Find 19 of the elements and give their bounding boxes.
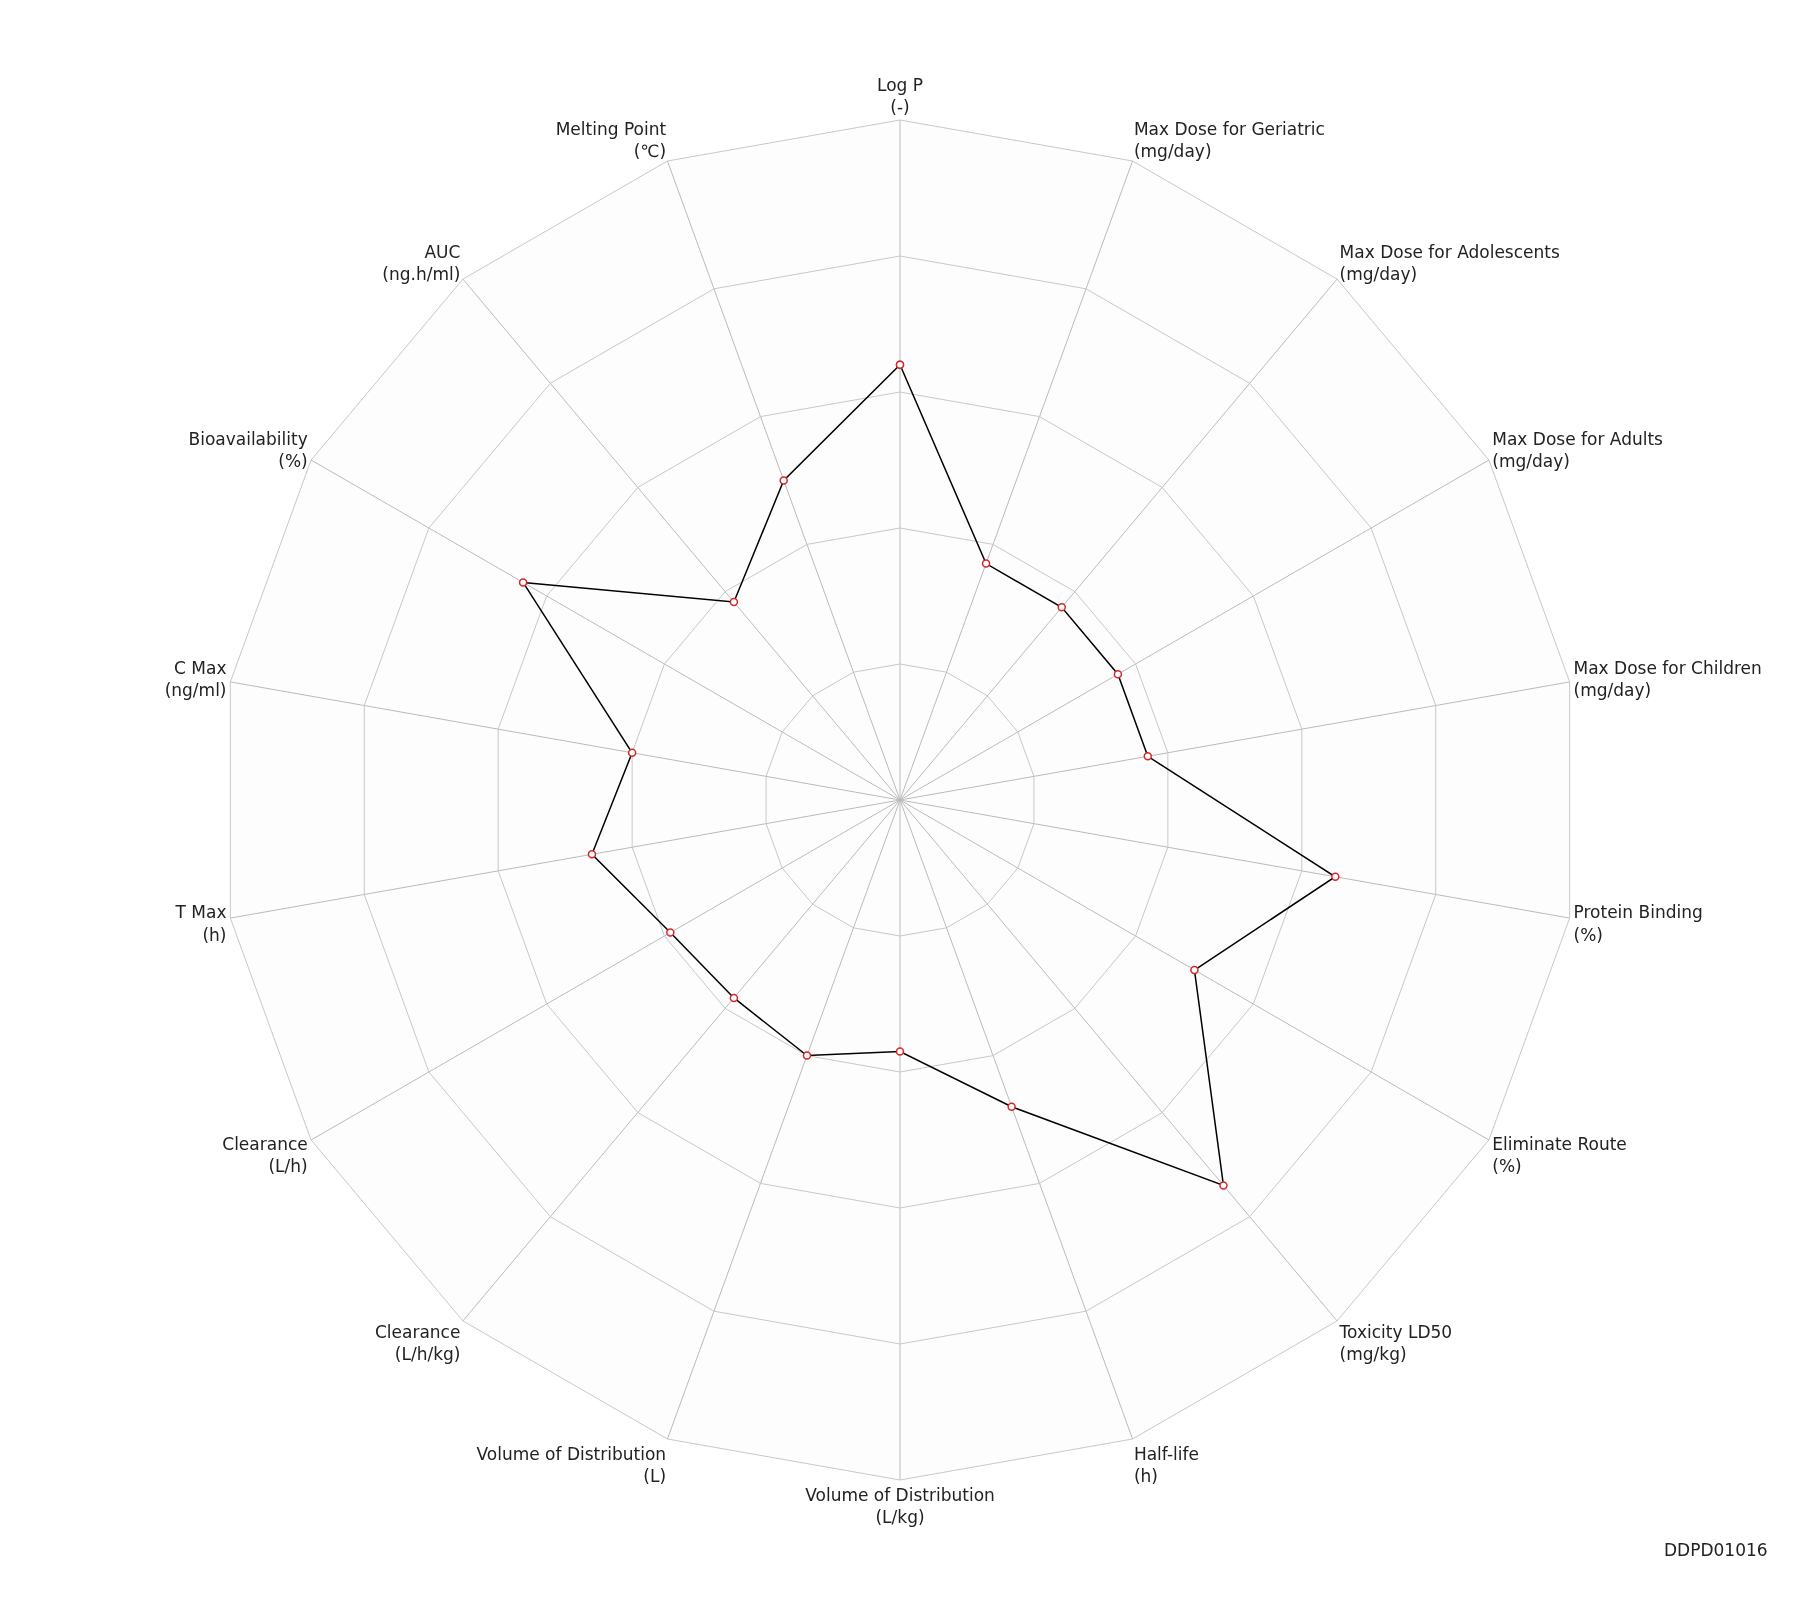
spoke-label: Volume of Distribution (L) — [476, 1444, 667, 1487]
spoke-label: Clearance (L/h/kg) — [374, 1322, 461, 1365]
spoke-label: Max Dose for Children (mg/day) — [1573, 657, 1762, 700]
spoke-label: T Max (h) — [174, 902, 227, 945]
spoke-label: Log P (-) — [876, 74, 924, 117]
spoke-label: C Max (ng/ml) — [164, 657, 227, 700]
spoke-label: Eliminate Route (%) — [1492, 1134, 1627, 1177]
spoke-label: Bioavailability (%) — [188, 428, 308, 472]
spoke-label: AUC (ng.h/ml) — [382, 241, 461, 284]
spoke-label: Toxicity LD50 (mg/kg) — [1338, 1322, 1453, 1365]
spoke-label: Max Dose for Adults (mg/day) — [1492, 428, 1664, 472]
spoke-label: Max Dose for Geriatric (mg/day) — [1133, 118, 1325, 161]
spoke-label: Clearance (L/h) — [222, 1134, 308, 1177]
spoke-label: Protein Binding (%) — [1573, 902, 1703, 945]
text: DDPD01016 — [1664, 1540, 1768, 1560]
spoke-label: Melting Point (℃) — [555, 118, 667, 161]
spoke-label: Volume of Distribution (L/kg) — [805, 1484, 995, 1527]
spoke-label: Max Dose for Adolescents (mg/day) — [1339, 241, 1560, 284]
spoke-label: Half-life (h) — [1133, 1444, 1199, 1487]
